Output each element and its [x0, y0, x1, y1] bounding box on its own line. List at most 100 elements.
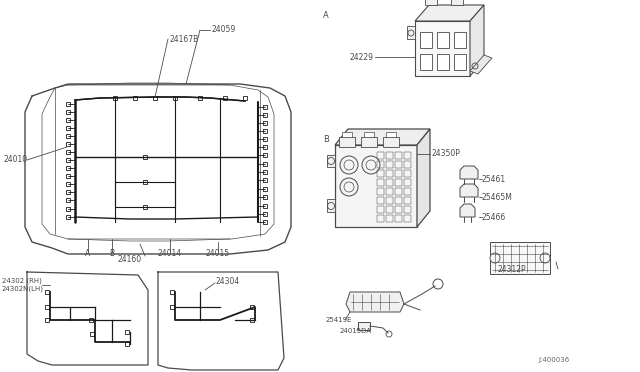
Bar: [198, 96, 202, 100]
Bar: [125, 330, 129, 334]
Bar: [404, 161, 411, 168]
Bar: [263, 129, 267, 133]
Bar: [386, 197, 393, 204]
Bar: [170, 305, 174, 309]
Text: 24010: 24010: [3, 155, 27, 164]
Text: 24304: 24304: [216, 276, 240, 285]
Bar: [66, 110, 70, 114]
Text: 24350P: 24350P: [432, 150, 461, 158]
Bar: [133, 96, 137, 100]
Bar: [143, 180, 147, 184]
Bar: [420, 54, 432, 70]
Bar: [454, 54, 466, 70]
Bar: [243, 96, 247, 100]
Bar: [113, 96, 117, 100]
Bar: [45, 290, 49, 294]
Bar: [125, 342, 129, 346]
Bar: [263, 178, 267, 182]
Polygon shape: [358, 322, 370, 330]
Polygon shape: [335, 145, 417, 227]
Bar: [386, 161, 393, 168]
Bar: [263, 162, 267, 166]
Bar: [395, 206, 402, 213]
Bar: [386, 188, 393, 195]
Bar: [66, 190, 70, 194]
Bar: [45, 305, 49, 309]
Circle shape: [490, 253, 500, 263]
Bar: [263, 195, 267, 199]
Bar: [89, 318, 93, 322]
Bar: [395, 215, 402, 222]
Bar: [263, 153, 267, 157]
Bar: [250, 318, 254, 322]
Bar: [395, 179, 402, 186]
Text: J:400036: J:400036: [538, 357, 569, 363]
Bar: [386, 215, 393, 222]
Bar: [386, 179, 393, 186]
Bar: [263, 187, 267, 191]
Bar: [377, 197, 384, 204]
Bar: [66, 158, 70, 162]
Polygon shape: [335, 129, 430, 145]
Text: 24302 (RH): 24302 (RH): [2, 278, 42, 284]
Polygon shape: [415, 21, 470, 76]
Bar: [263, 220, 267, 224]
Bar: [420, 32, 432, 48]
Bar: [377, 188, 384, 195]
Text: A: A: [85, 250, 91, 259]
Bar: [395, 152, 402, 159]
Bar: [342, 132, 352, 137]
Text: B: B: [109, 250, 115, 259]
Text: 25466: 25466: [482, 212, 506, 221]
Text: 24312P: 24312P: [498, 264, 527, 273]
Bar: [45, 318, 49, 322]
Bar: [404, 206, 411, 213]
Text: 24167B: 24167B: [169, 35, 198, 44]
Bar: [263, 145, 267, 149]
Circle shape: [540, 253, 550, 263]
Bar: [339, 137, 355, 147]
Bar: [66, 215, 70, 219]
Text: 24059: 24059: [211, 26, 236, 35]
Text: A: A: [323, 10, 329, 19]
Polygon shape: [327, 155, 335, 167]
Bar: [66, 150, 70, 154]
Bar: [361, 137, 377, 147]
Bar: [66, 102, 70, 106]
Bar: [263, 204, 267, 208]
Bar: [66, 182, 70, 186]
Bar: [263, 105, 267, 109]
Text: 24015DA: 24015DA: [340, 328, 372, 334]
Polygon shape: [407, 26, 415, 39]
Text: 24229: 24229: [350, 52, 374, 61]
Bar: [263, 212, 267, 216]
Bar: [143, 155, 147, 159]
Bar: [170, 290, 174, 294]
Bar: [263, 137, 267, 141]
Text: 24014: 24014: [158, 250, 182, 259]
Polygon shape: [417, 129, 430, 227]
Bar: [386, 152, 393, 159]
Bar: [66, 142, 70, 146]
Bar: [66, 134, 70, 138]
Bar: [404, 179, 411, 186]
Polygon shape: [460, 166, 478, 179]
Polygon shape: [415, 5, 484, 21]
Bar: [66, 198, 70, 202]
Bar: [490, 242, 550, 274]
Text: 25419E: 25419E: [326, 317, 353, 323]
Polygon shape: [460, 204, 475, 217]
Text: 24302N(LH): 24302N(LH): [2, 286, 44, 292]
Bar: [404, 152, 411, 159]
Bar: [263, 121, 267, 125]
Text: 24160: 24160: [118, 254, 142, 263]
Bar: [395, 188, 402, 195]
Bar: [66, 126, 70, 130]
Text: 25461: 25461: [482, 174, 506, 183]
Bar: [223, 96, 227, 100]
Bar: [386, 206, 393, 213]
Bar: [437, 32, 449, 48]
Bar: [364, 132, 374, 137]
Bar: [377, 179, 384, 186]
Bar: [90, 332, 94, 336]
